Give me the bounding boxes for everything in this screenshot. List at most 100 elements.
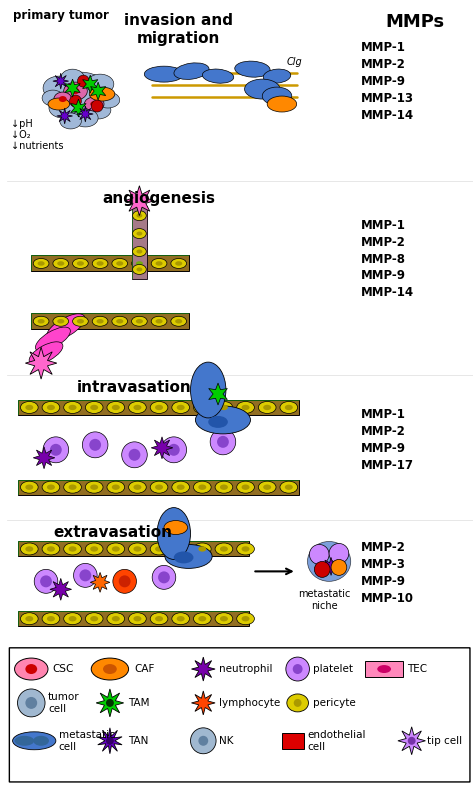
Ellipse shape — [33, 258, 49, 268]
Bar — [131, 206, 147, 280]
Ellipse shape — [90, 101, 98, 107]
Polygon shape — [53, 73, 69, 89]
Ellipse shape — [331, 559, 347, 575]
Ellipse shape — [263, 69, 291, 83]
Ellipse shape — [40, 575, 52, 588]
Polygon shape — [98, 728, 122, 754]
Ellipse shape — [49, 98, 76, 118]
Ellipse shape — [106, 699, 114, 707]
Ellipse shape — [69, 616, 76, 622]
Ellipse shape — [42, 482, 60, 493]
Ellipse shape — [128, 543, 146, 555]
Ellipse shape — [150, 543, 168, 555]
Ellipse shape — [90, 546, 98, 552]
Ellipse shape — [280, 402, 298, 413]
Ellipse shape — [137, 249, 142, 253]
Bar — [31, 256, 189, 272]
Ellipse shape — [215, 613, 233, 625]
Text: MMPs: MMPs — [385, 13, 444, 32]
Text: TAM: TAM — [128, 698, 149, 708]
Ellipse shape — [34, 569, 58, 593]
Ellipse shape — [155, 546, 163, 552]
Ellipse shape — [263, 405, 271, 410]
Text: intravasation: intravasation — [77, 380, 192, 395]
Ellipse shape — [136, 261, 143, 265]
Text: TEC: TEC — [407, 664, 427, 674]
Text: MMP-17: MMP-17 — [361, 459, 413, 472]
Polygon shape — [82, 75, 98, 93]
Text: neutrophil: neutrophil — [219, 664, 273, 674]
Ellipse shape — [116, 319, 123, 323]
Ellipse shape — [329, 543, 349, 563]
Bar — [18, 542, 249, 557]
Ellipse shape — [70, 95, 82, 107]
Ellipse shape — [137, 268, 142, 272]
Ellipse shape — [177, 616, 185, 622]
Ellipse shape — [92, 258, 108, 268]
Ellipse shape — [172, 402, 190, 413]
Ellipse shape — [193, 482, 211, 493]
Text: primary tumor: primary tumor — [13, 10, 109, 22]
Ellipse shape — [26, 664, 37, 674]
Bar — [31, 256, 189, 272]
Ellipse shape — [15, 658, 48, 680]
Ellipse shape — [64, 613, 82, 625]
Ellipse shape — [85, 402, 103, 413]
Ellipse shape — [172, 543, 190, 555]
Ellipse shape — [77, 319, 84, 323]
Ellipse shape — [237, 613, 255, 625]
Text: MMP-9: MMP-9 — [361, 75, 406, 88]
Ellipse shape — [69, 405, 76, 410]
Ellipse shape — [285, 485, 293, 490]
Polygon shape — [91, 82, 106, 100]
Polygon shape — [90, 573, 110, 592]
Ellipse shape — [54, 92, 72, 106]
Ellipse shape — [42, 613, 60, 625]
Ellipse shape — [116, 261, 123, 265]
Ellipse shape — [220, 485, 228, 490]
Text: TAN: TAN — [128, 736, 148, 746]
Ellipse shape — [103, 664, 117, 674]
Ellipse shape — [112, 258, 128, 268]
Ellipse shape — [133, 246, 146, 257]
Ellipse shape — [20, 543, 38, 555]
Text: MMP-2: MMP-2 — [361, 235, 405, 249]
Ellipse shape — [97, 261, 104, 265]
Text: MMP-2: MMP-2 — [361, 542, 405, 554]
Ellipse shape — [80, 569, 91, 581]
Text: MMP-10: MMP-10 — [361, 592, 413, 605]
Ellipse shape — [57, 319, 64, 323]
Ellipse shape — [26, 697, 37, 709]
Polygon shape — [191, 691, 215, 715]
Ellipse shape — [77, 261, 84, 265]
Ellipse shape — [20, 482, 38, 493]
Ellipse shape — [287, 694, 309, 712]
Ellipse shape — [25, 616, 33, 622]
Ellipse shape — [90, 485, 98, 490]
Ellipse shape — [193, 402, 211, 413]
Ellipse shape — [137, 214, 142, 218]
Ellipse shape — [92, 316, 108, 326]
Ellipse shape — [29, 342, 63, 364]
Ellipse shape — [195, 406, 250, 434]
Ellipse shape — [85, 482, 103, 493]
Ellipse shape — [258, 402, 276, 413]
Bar — [282, 733, 303, 748]
Ellipse shape — [89, 439, 101, 451]
Ellipse shape — [53, 316, 69, 326]
Text: angiogenesis: angiogenesis — [102, 191, 216, 206]
Ellipse shape — [52, 318, 79, 337]
Ellipse shape — [242, 616, 249, 622]
Ellipse shape — [136, 319, 143, 323]
Ellipse shape — [73, 109, 98, 127]
Ellipse shape — [64, 543, 82, 555]
FancyBboxPatch shape — [9, 648, 470, 782]
Text: MMP-14: MMP-14 — [361, 109, 414, 122]
Bar — [18, 611, 249, 626]
Ellipse shape — [235, 61, 270, 77]
Ellipse shape — [158, 571, 170, 584]
Ellipse shape — [161, 437, 187, 463]
Text: pericyte: pericyte — [313, 698, 356, 708]
Ellipse shape — [280, 482, 298, 493]
Ellipse shape — [20, 402, 38, 413]
